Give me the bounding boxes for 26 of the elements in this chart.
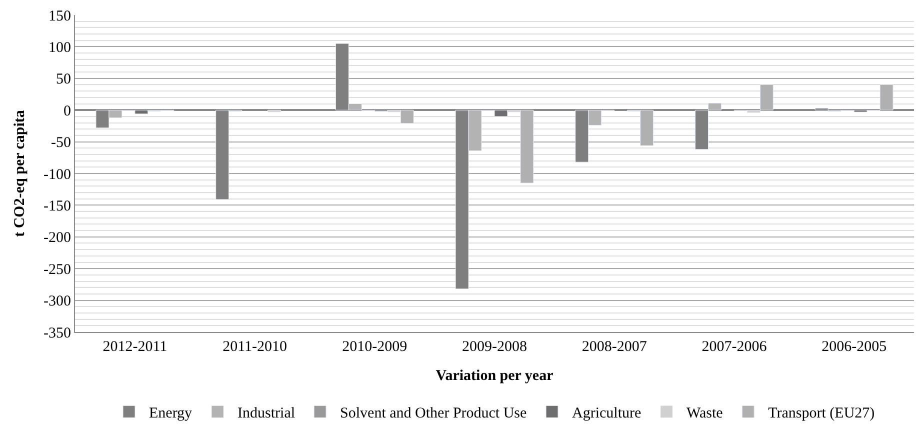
legend-label: Industrial — [238, 406, 296, 422]
y-tick-label: -250 — [44, 262, 71, 278]
legend-label: Solvent and Other Product Use — [340, 406, 528, 422]
legend-label: Energy — [149, 406, 193, 422]
y-tick-label: 0 — [64, 103, 71, 120]
y-tick-label: -150 — [44, 198, 71, 214]
y-tick-label: -100 — [44, 166, 71, 183]
x-tick-label: 2007-2006 — [702, 339, 768, 355]
legend-label: Agriculture — [572, 406, 642, 422]
x-axis-title: Variation per year — [436, 368, 554, 384]
y-tick-label: 150 — [48, 8, 71, 24]
y-tick-label: 50 — [56, 72, 71, 88]
y-axis-title: t CO2-eq per capita — [12, 110, 28, 237]
x-tick-label: 2009-2008 — [462, 339, 527, 355]
y-tick-label: -350 — [44, 325, 71, 342]
x-tick-label: 2008-2007 — [582, 339, 648, 355]
legend-label: Transport (EU27) — [768, 406, 875, 422]
y-tick-label: -300 — [44, 294, 71, 310]
x-tick-label: 2010-2009 — [342, 339, 408, 355]
x-tick-label: 2006-2005 — [822, 339, 887, 355]
x-tick-label: 2011-2010 — [222, 339, 288, 355]
x-tick-label: 2012-2011 — [102, 339, 168, 355]
y-tick-label: 100 — [48, 40, 71, 56]
y-tick-label: -50 — [51, 135, 71, 152]
legend-label: Waste — [686, 406, 724, 422]
y-tick-label: -200 — [44, 230, 71, 246]
